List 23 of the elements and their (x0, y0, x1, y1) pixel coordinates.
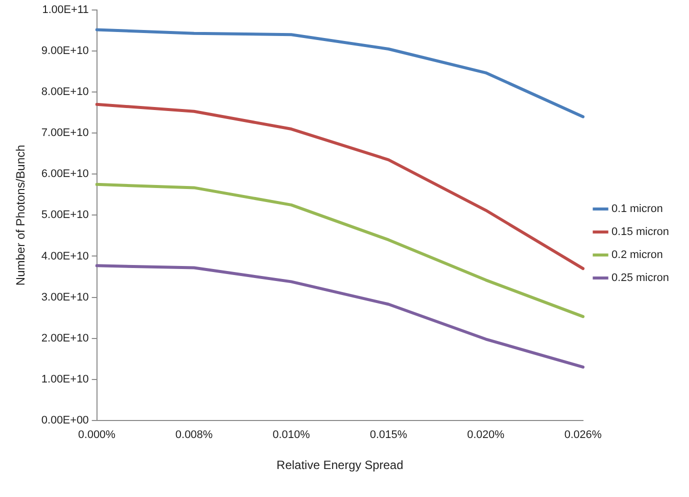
y-tick-label: 6.00E+10 (41, 168, 89, 180)
y-tick-label: 9.00E+10 (41, 45, 89, 58)
x-axis-title: Relative Energy Spread (276, 458, 404, 472)
x-tick-label: 0.008% (175, 429, 213, 442)
y-tick-label: 1.00E+10 (41, 373, 89, 386)
y-tick-label: 4.00E+10 (41, 250, 89, 262)
y-tick-label: 5.00E+10 (41, 209, 89, 222)
x-tick-label: 0.015% (370, 429, 408, 442)
legend-label: 0.2 micron (612, 249, 663, 262)
x-tick-label: 0.010% (272, 429, 310, 442)
legend-label: 0.1 micron (612, 203, 663, 216)
y-tick-label: 7.00E+10 (41, 127, 89, 140)
y-tick-label: 3.00E+10 (41, 291, 89, 304)
legend-label: 0.25 micron (612, 272, 670, 284)
x-tick-label: 0.000% (78, 429, 116, 442)
y-tick-label: 1.00E+11 (42, 4, 89, 16)
legend-label: 0.15 micron (612, 226, 670, 238)
y-axis-title: Number of Photons/Bunch (14, 144, 28, 286)
y-tick-label: 8.00E+10 (41, 86, 89, 98)
x-tick-label: 0.020% (467, 429, 505, 442)
y-tick-label: 0.00E+00 (41, 414, 89, 426)
x-tick-label: 0.026% (564, 429, 602, 442)
y-tick-label: 2.00E+10 (41, 332, 89, 344)
